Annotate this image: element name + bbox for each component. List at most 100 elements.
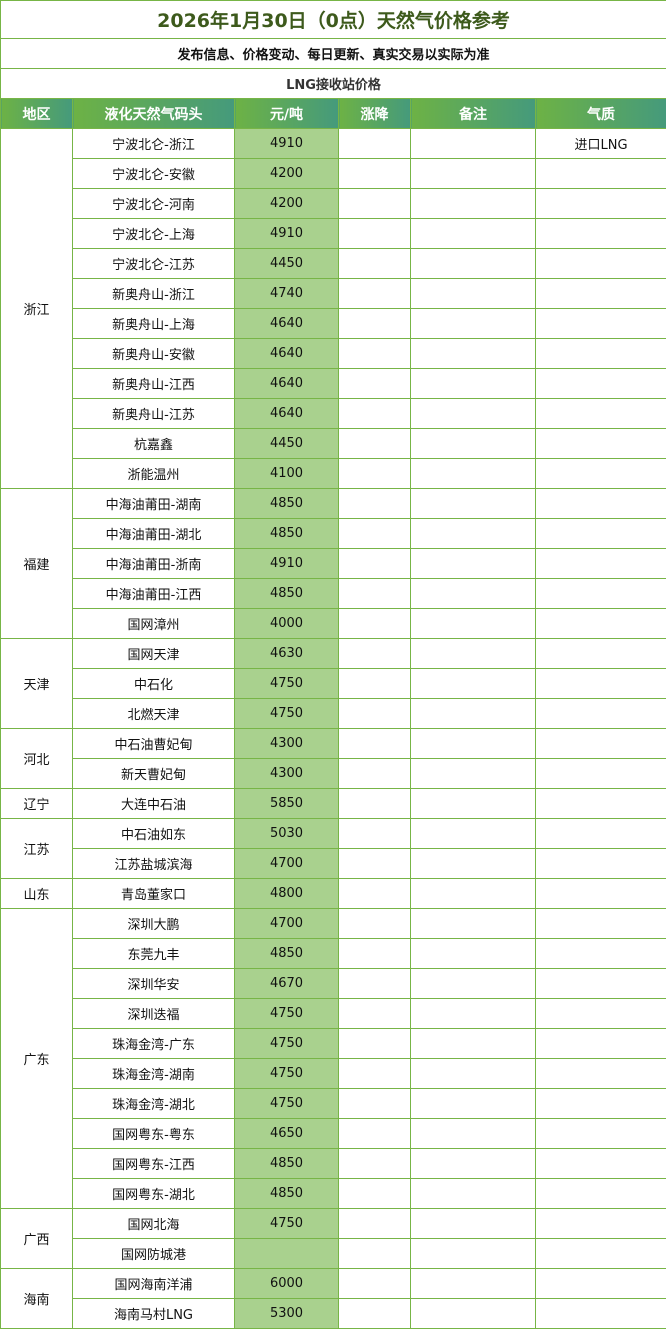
quality-cell <box>534 1058 666 1089</box>
quality-cell <box>534 188 666 219</box>
change-cell <box>338 128 411 159</box>
price-cell: 4300 <box>234 728 339 759</box>
quality-cell <box>534 548 666 579</box>
change-cell <box>338 1178 411 1209</box>
change-cell <box>338 368 411 399</box>
section-title: LNG接收站价格 <box>0 68 666 99</box>
note-cell <box>410 968 536 999</box>
terminal-cell: 宁波北仑-河南 <box>72 188 235 219</box>
terminal-cell: 江苏盐城滨海 <box>72 848 235 879</box>
table-row: 中海油莆田-江西 4850 <box>1 578 666 609</box>
price-cell: 4300 <box>234 758 339 789</box>
terminal-cell: 中海油莆田-湖北 <box>72 518 235 549</box>
table-row: 深圳迭福 4750 <box>1 998 666 1029</box>
table-row: 海南马村LNG 5300 <box>1 1298 666 1329</box>
price-cell: 4450 <box>234 428 339 459</box>
region-cell: 广西 <box>0 1208 73 1269</box>
table-row: 河北 中石油曹妃甸 4300 <box>0 728 666 789</box>
terminal-cell: 珠海金湾-湖南 <box>72 1058 235 1089</box>
change-cell <box>338 608 411 639</box>
terminal-cell: 宁波北仑-江苏 <box>72 248 235 279</box>
change-cell <box>338 278 411 309</box>
change-cell <box>338 188 411 219</box>
table-body: 浙江 宁波北仑-浙江 4910 进口LNG 宁波北仑-安徽 4200 宁波北仑-河南 4200… <box>0 128 666 1329</box>
terminal-cell: 大连中石油 <box>72 788 235 819</box>
terminal-cell: 浙能温州 <box>72 458 235 489</box>
price-cell: 4750 <box>234 1088 339 1119</box>
quality-cell <box>534 458 666 489</box>
change-cell <box>338 938 411 969</box>
price-cell: 4850 <box>234 578 339 609</box>
note-cell <box>410 1148 536 1179</box>
change-cell <box>338 158 411 189</box>
change-cell <box>338 338 411 369</box>
region-cell: 河北 <box>0 728 73 789</box>
region-cell: 海南 <box>0 1268 73 1329</box>
price-cell: 4200 <box>234 188 339 219</box>
note-cell <box>410 608 536 639</box>
terminal-cell: 宁波北仑-浙江 <box>72 128 235 159</box>
price-cell: 4750 <box>234 998 339 1029</box>
terminal-cell: 珠海金湾-广东 <box>72 1028 235 1059</box>
note-cell <box>410 1298 536 1329</box>
table-row: 浙江 宁波北仑-浙江 4910 进口LNG <box>0 128 666 489</box>
change-cell <box>338 1238 411 1269</box>
price-cell: 4750 <box>234 1058 339 1089</box>
header-region: 地区 <box>0 98 73 129</box>
quality-cell <box>534 728 666 759</box>
table-row: 新奥舟山-浙江 4740 <box>1 278 666 309</box>
table-row: 珠海金湾-广东 4750 <box>1 1028 666 1059</box>
table-row: 山东 青岛董家口 4800 <box>0 878 666 909</box>
note-cell <box>410 578 536 609</box>
table-row: 广西 国网北海 4750 <box>0 1208 666 1269</box>
region-cell: 天津 <box>0 638 73 729</box>
note-cell <box>410 1208 536 1239</box>
terminal-cell: 北燃天津 <box>72 698 235 729</box>
quality-cell <box>534 518 666 549</box>
terminal-cell: 海南马村LNG <box>72 1298 235 1329</box>
table-row: 新奥舟山-上海 4640 <box>1 308 666 339</box>
quality-cell <box>534 938 666 969</box>
region-cell: 江苏 <box>0 818 73 879</box>
price-cell: 4910 <box>234 128 339 159</box>
change-cell <box>338 1148 411 1179</box>
region-cell: 辽宁 <box>0 788 73 819</box>
price-cell: 4750 <box>234 698 339 729</box>
terminal-cell: 新奥舟山-安徽 <box>72 338 235 369</box>
change-cell <box>338 758 411 789</box>
header-note: 备注 <box>410 98 536 129</box>
region-cell: 广东 <box>0 908 73 1209</box>
change-cell <box>338 1088 411 1119</box>
terminal-cell: 新奥舟山-江西 <box>72 368 235 399</box>
price-cell: 5300 <box>234 1298 339 1329</box>
note-cell <box>410 338 536 369</box>
note-cell <box>410 548 536 579</box>
price-cell: 4750 <box>234 1208 339 1239</box>
change-cell <box>338 578 411 609</box>
change-cell <box>338 668 411 699</box>
change-cell <box>338 1118 411 1149</box>
quality-cell <box>534 488 666 519</box>
table-row: 新奥舟山-江苏 4640 <box>1 398 666 429</box>
terminal-cell: 新奥舟山-江苏 <box>72 398 235 429</box>
change-cell <box>338 548 411 579</box>
table-row: 中海油莆田-湖北 4850 <box>1 518 666 549</box>
terminal-cell: 中石油如东 <box>72 818 235 849</box>
terminal-cell: 深圳大鹏 <box>72 908 235 939</box>
note-cell <box>410 1028 536 1059</box>
change-cell <box>338 1268 411 1299</box>
note-cell <box>410 1178 536 1209</box>
price-cell: 4640 <box>234 338 339 369</box>
terminal-cell: 新奥舟山-上海 <box>72 308 235 339</box>
table-row: 福建 中海油莆田-湖南 4850 <box>0 488 666 639</box>
quality-cell <box>534 1118 666 1149</box>
note-cell <box>410 518 536 549</box>
quality-cell <box>534 878 666 909</box>
table-row: 东莞九丰 4850 <box>1 938 666 969</box>
note-cell <box>410 698 536 729</box>
note-cell <box>410 818 536 849</box>
region-cell: 浙江 <box>0 128 73 489</box>
quality-cell <box>534 158 666 189</box>
note-cell <box>410 1268 536 1299</box>
change-cell <box>338 248 411 279</box>
